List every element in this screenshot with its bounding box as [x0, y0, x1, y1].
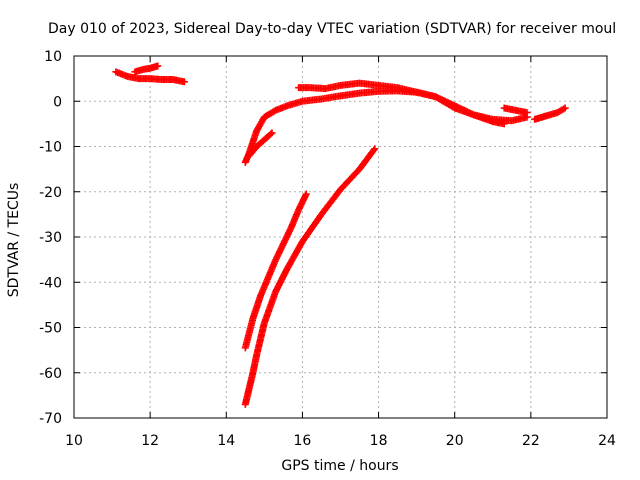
data-point [302, 190, 310, 198]
series-track-1 [112, 68, 188, 86]
y-tick-label: -60 [39, 366, 62, 382]
x-axis-label: GPS time / hours [281, 458, 398, 474]
y-tick-label: -50 [39, 321, 62, 337]
y-tick-label: -40 [39, 275, 62, 291]
x-tick-label: 20 [446, 433, 464, 449]
y-tick-label: -20 [39, 185, 62, 201]
data-marks [112, 62, 569, 408]
series-track-3 [295, 79, 508, 128]
y-tick-label: -10 [39, 140, 62, 156]
x-tick-label: 18 [370, 433, 388, 449]
data-point-fill [560, 105, 568, 113]
data-point [523, 109, 531, 117]
x-tick-label: 22 [522, 433, 540, 449]
series-track-4 [531, 104, 569, 123]
series-track-2 [241, 87, 531, 166]
series-track-1b [131, 62, 162, 76]
x-tick-label: 24 [598, 433, 616, 449]
y-tick-label: -70 [39, 411, 62, 427]
y-tick-label: 10 [44, 49, 62, 65]
y-tick-label: 0 [53, 94, 62, 110]
data-point [268, 129, 276, 137]
axis-ticks: 10 12 14 16 18 20 22 24 10 0 -10 -20 -30 -40 -50 -60 -70 [39, 49, 616, 449]
series-track-6 [241, 145, 379, 408]
data-point [371, 145, 379, 153]
chart-title: Day 010 of 2023, Sidereal Day-to-day VTE… [48, 21, 616, 37]
data-point-fill [370, 146, 378, 154]
series-track-2b [245, 129, 276, 160]
data-point-fill [267, 130, 275, 138]
series-track-3b [500, 104, 531, 117]
x-tick-label: 12 [141, 433, 159, 449]
data-point [500, 120, 508, 128]
x-tick-label: 14 [217, 433, 235, 449]
y-tick-label: -30 [39, 230, 62, 246]
x-tick-label: 10 [65, 433, 83, 449]
data-point [180, 78, 188, 86]
x-tick-label: 16 [294, 433, 312, 449]
series-track-5 [241, 190, 310, 352]
y-axis-label: SDTVAR / TECUs [6, 183, 22, 298]
data-point [154, 62, 162, 70]
data-point [561, 104, 569, 112]
